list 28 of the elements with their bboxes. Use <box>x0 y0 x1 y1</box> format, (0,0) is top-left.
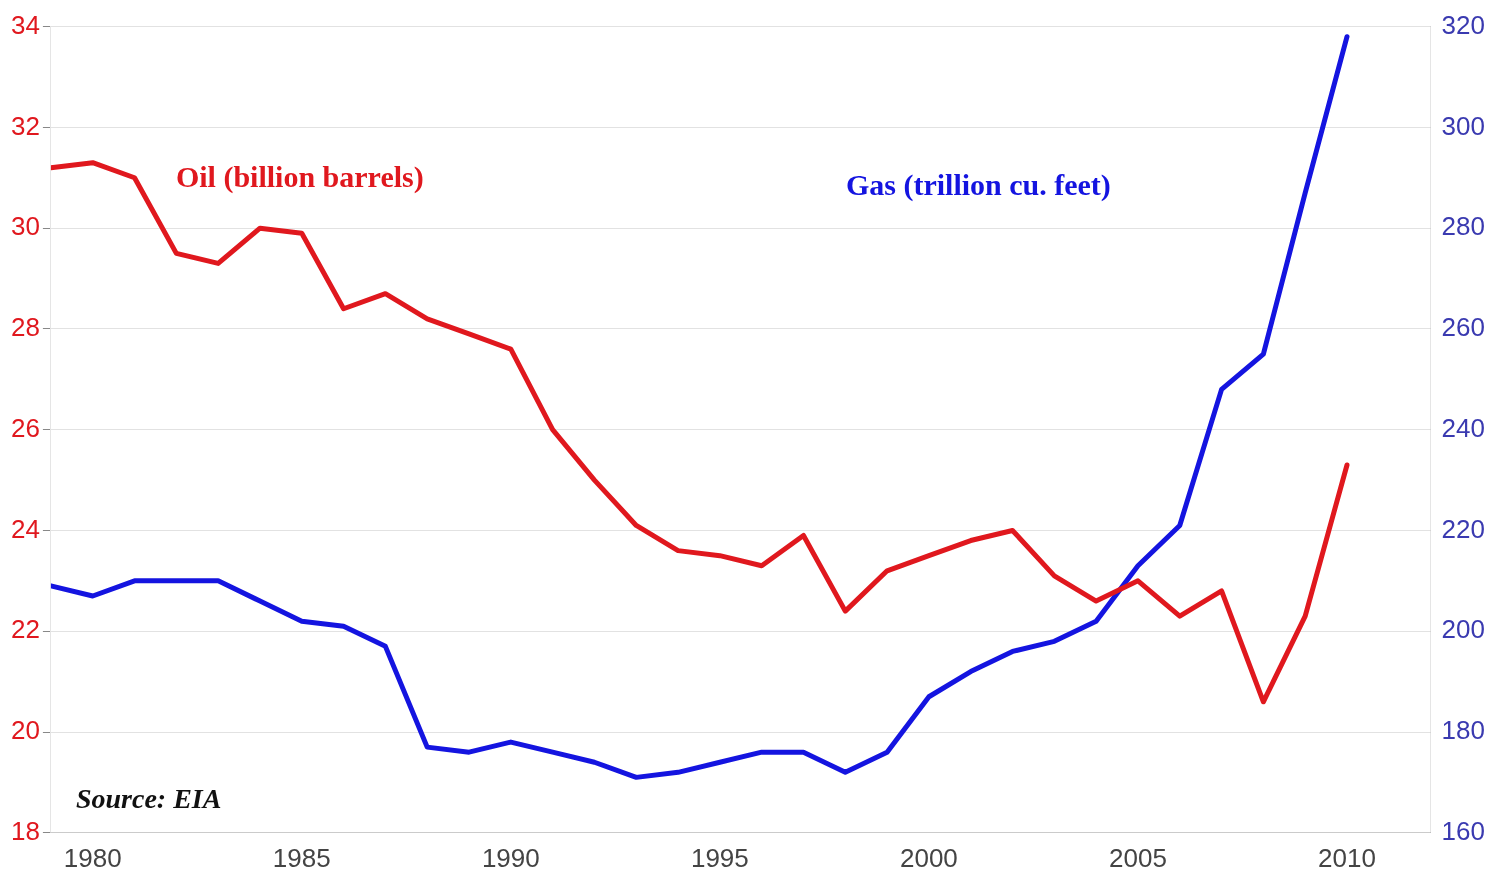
series-label: Oil (billion barrels) <box>175 159 424 194</box>
y2-tick-label: 200 <box>1441 614 1486 645</box>
y2-tick-label: 160 <box>1441 815 1486 846</box>
x-tick-label: 1980 <box>63 842 122 873</box>
y-tick-label: 32 <box>11 110 40 141</box>
annotation: Source: EIA <box>75 782 222 814</box>
x-tick-label: 2000 <box>899 842 958 873</box>
y-tick-label: 22 <box>11 614 40 645</box>
y2-tick-label: 240 <box>1441 412 1486 443</box>
y2-tick-label: 220 <box>1441 513 1486 544</box>
y-tick-label: 34 <box>11 9 40 40</box>
y-tick-label: 20 <box>11 715 40 746</box>
y2-tick-label: 300 <box>1441 110 1486 141</box>
x-tick-label: 1990 <box>481 842 540 873</box>
text: Gas (trillion cu. feet) <box>845 167 1111 202</box>
y2-tick-label: 320 <box>1441 9 1486 40</box>
x-tick-label: 2005 <box>1109 842 1167 873</box>
y-tick-label: 28 <box>11 312 40 343</box>
y-tick-label: 30 <box>11 211 40 242</box>
x-tick-label: 2010 <box>1318 842 1376 873</box>
y2-tick-label: 260 <box>1441 312 1486 343</box>
x-tick-label: 1985 <box>272 842 331 873</box>
y-tick-label: 26 <box>11 412 40 443</box>
y-tick-label: 24 <box>11 513 40 544</box>
y2-tick-label: 180 <box>1441 715 1486 746</box>
y2-tick-label: 280 <box>1441 211 1486 242</box>
y-tick-label: 18 <box>11 815 40 846</box>
x-tick-label: 1995 <box>690 842 749 873</box>
